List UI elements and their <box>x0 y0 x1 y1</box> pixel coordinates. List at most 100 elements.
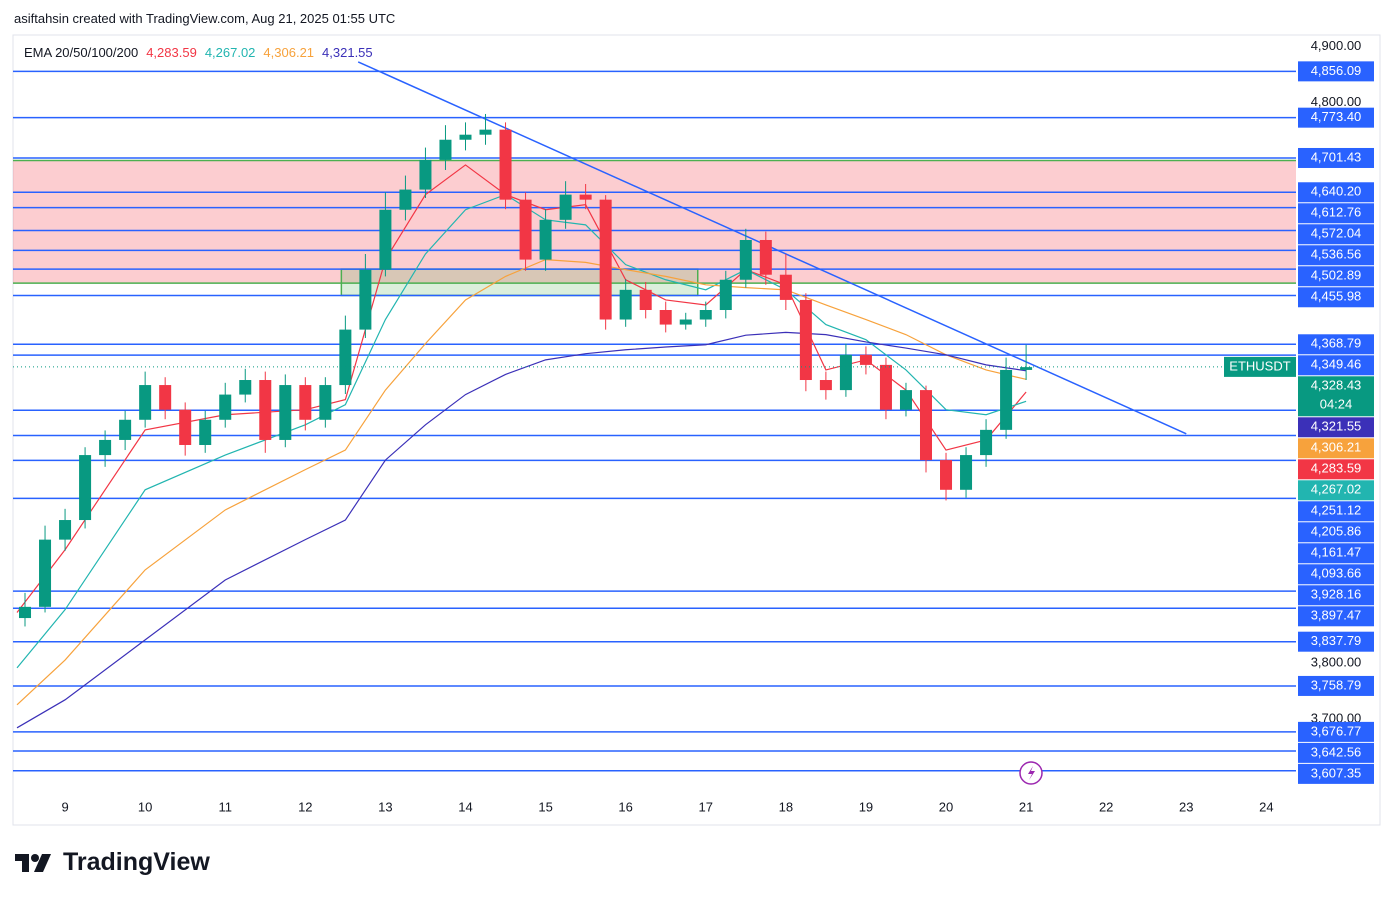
x-tick-label: 14 <box>458 799 472 814</box>
y-tick-label: 3,800.00 <box>1311 654 1362 669</box>
indicator-value: 4,267.02 <box>204 45 256 60</box>
x-tick-label: 15 <box>538 799 552 814</box>
level-price-tag <box>1298 763 1374 784</box>
x-tick-label: 18 <box>779 799 793 814</box>
x-tick-label: 23 <box>1179 799 1193 814</box>
candle-body <box>19 606 32 619</box>
candle-body <box>279 385 292 440</box>
ema-price-tag <box>1298 417 1374 438</box>
candle-body <box>980 429 993 456</box>
level-price-label: 3,837.79 <box>1311 633 1362 648</box>
candle-body <box>940 460 953 490</box>
candle-body <box>579 194 592 200</box>
candle-body <box>259 380 272 440</box>
ema-line <box>16 258 1027 706</box>
level-price-label: 3,758.79 <box>1311 677 1362 692</box>
indicator-name: EMA 20/50/100/200 <box>24 45 139 60</box>
candle-body <box>79 455 92 521</box>
candle-body <box>339 329 352 386</box>
level-price-tag <box>1298 564 1374 585</box>
candle-body <box>559 194 572 220</box>
candle-body <box>839 354 852 391</box>
candle-body <box>379 209 392 270</box>
candle-body <box>639 289 652 311</box>
level-price-label: 4,368.79 <box>1311 336 1362 351</box>
ema-price-tag <box>1298 459 1374 480</box>
y-tick-label: 4,900.00 <box>1311 38 1362 53</box>
x-tick-label: 24 <box>1259 799 1273 814</box>
level-price-label: 4,536.56 <box>1311 247 1362 262</box>
candle-body <box>299 385 312 420</box>
level-price-tag <box>1298 203 1374 224</box>
candle-body <box>919 390 933 461</box>
candle-body <box>179 409 192 445</box>
candle-body <box>119 419 132 440</box>
level-price-tag <box>1298 266 1374 287</box>
chart: 4,900.00 4,856.09 4,800.004,773.40 4,701.43… <box>12 34 1381 826</box>
candle-body <box>1020 367 1033 370</box>
candle-body <box>879 364 892 410</box>
level-price-label: 3,676.77 <box>1311 723 1362 738</box>
indicator-value: 4,321.55 <box>322 45 373 60</box>
candle-body <box>960 455 973 490</box>
support-box <box>340 268 699 297</box>
x-tick-label: 10 <box>138 799 152 814</box>
x-tick-label: 12 <box>298 799 312 814</box>
level-price-tag <box>1298 742 1374 763</box>
candle-body <box>399 189 412 210</box>
x-tick-label: 9 <box>61 799 68 814</box>
candle-body <box>479 129 492 135</box>
candle-body <box>899 390 912 410</box>
level-price-label: 4,161.47 <box>1311 545 1362 560</box>
candle-body <box>719 279 732 311</box>
candle-body <box>99 439 112 456</box>
candle-body <box>859 354 872 365</box>
ema-price-tag <box>1298 438 1374 459</box>
level-price-tag <box>1298 334 1374 355</box>
indicator-legend: EMA 20/50/100/200 4,283.59 4,267.02 4,306.… <box>24 45 373 60</box>
candle-body <box>779 274 792 300</box>
level-price-label: 3,642.56 <box>1311 744 1362 759</box>
level-price-tag <box>1298 287 1374 308</box>
candle-body <box>1000 369 1013 430</box>
candle-body <box>819 380 832 391</box>
alert-bolt <box>1028 766 1035 780</box>
candle-body <box>499 129 512 200</box>
level-price-label: 4,093.66 <box>1311 566 1362 581</box>
level-price-label: 4,773.40 <box>1311 109 1362 124</box>
footer: TradingView <box>15 848 210 877</box>
y-tick-label: 4,800.00 <box>1311 94 1362 109</box>
ema-price-tag <box>1298 480 1374 501</box>
level-price-tag <box>1298 522 1374 543</box>
level-price-tag <box>1298 501 1374 522</box>
level-price-label: 4,856.09 <box>1311 63 1362 78</box>
candle-body <box>599 199 612 320</box>
level-price-label: 4,701.43 <box>1311 149 1362 164</box>
level-price-tag <box>1298 355 1374 376</box>
ema-line <box>16 193 1027 669</box>
candle-body <box>219 394 232 420</box>
level-price-label: 4,502.89 <box>1311 268 1362 283</box>
candle-body <box>519 199 532 260</box>
level-price-tag <box>1298 606 1374 627</box>
candle-body <box>359 269 372 330</box>
countdown-label: 04:24 <box>1320 397 1353 412</box>
logo-text: TradingView <box>63 848 210 876</box>
symbol-label: ETHUSDT <box>1229 358 1290 373</box>
level-price-tag <box>1298 721 1374 742</box>
level-price-label: 4,205.86 <box>1311 524 1362 539</box>
candle-body <box>699 310 712 320</box>
trend-line <box>357 61 1187 435</box>
level-price-tag <box>1298 147 1374 168</box>
level-price-label: 4,349.46 <box>1311 357 1362 372</box>
x-tick-label: 19 <box>859 799 873 814</box>
x-tick-label: 17 <box>699 799 713 814</box>
level-price-tag <box>1298 182 1374 203</box>
x-tick-label: 16 <box>618 799 632 814</box>
level-price-label: 3,607.35 <box>1311 765 1362 780</box>
candle-body <box>459 134 472 140</box>
x-tick-label: 21 <box>1019 799 1033 814</box>
ema-price-label: 4,306.21 <box>1311 440 1362 455</box>
ema-price-label: 4,283.59 <box>1311 461 1362 476</box>
